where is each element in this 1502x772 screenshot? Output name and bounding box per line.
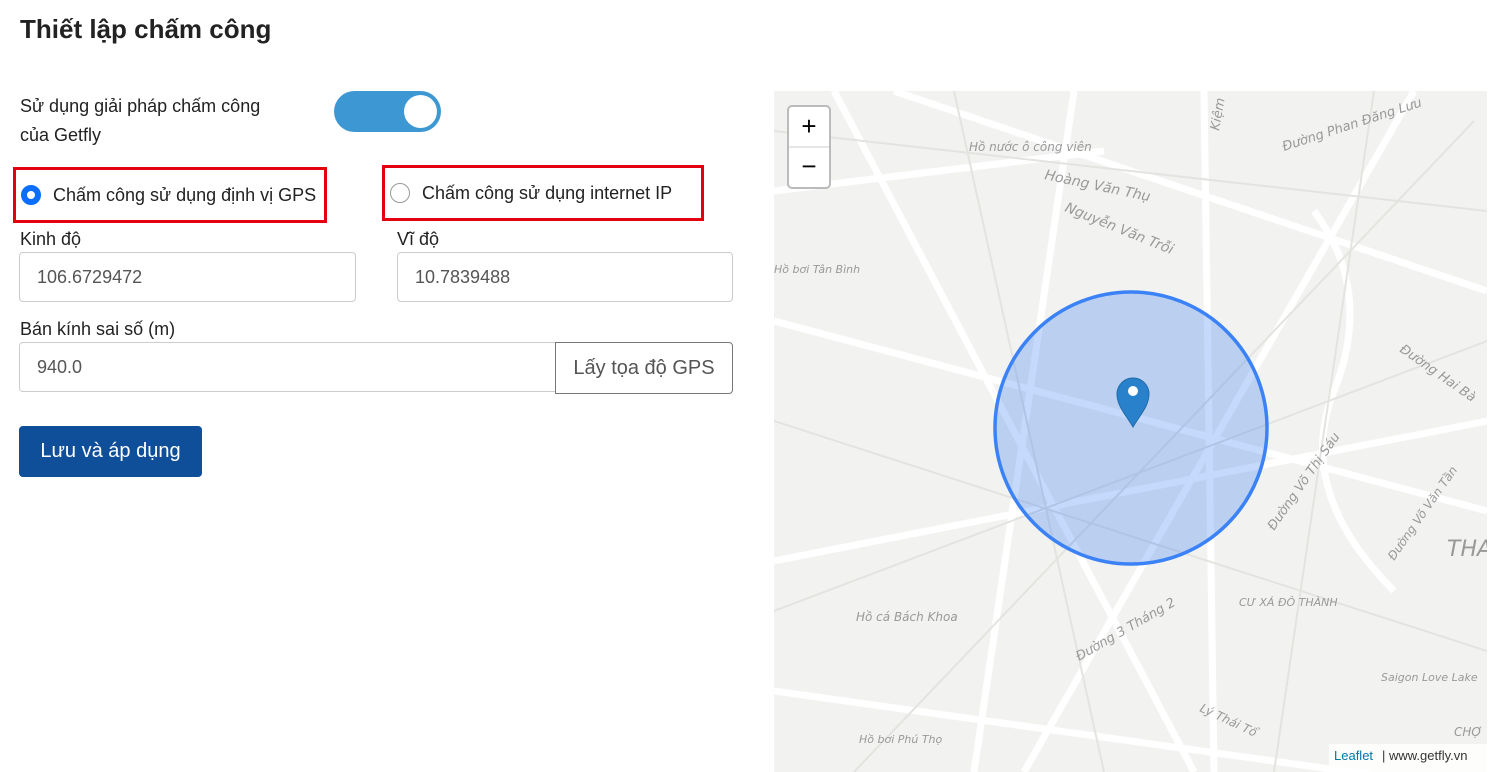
map-label: THA [1447, 537, 1487, 562]
radio-label: Chấm công sử dụng internet IP [422, 182, 673, 203]
gps-button[interactable]: Lấy tọa độ GPS [555, 342, 733, 394]
text-input[interactable]: 940.0 [19, 342, 556, 392]
attribution-text: | www.getfly.vn [1382, 748, 1468, 763]
page-title: Thiết lập chấm công [20, 14, 272, 44]
zoom-in[interactable]: + [801, 111, 816, 141]
field-label: Vĩ độ [397, 229, 440, 249]
toggle-switch[interactable] [334, 91, 441, 132]
marker-dot [1128, 386, 1138, 396]
map-label: Kiệm [1208, 97, 1228, 132]
radius-circle [993, 290, 1269, 566]
radio-option[interactable]: Chấm công sử dụng internet IP [382, 165, 704, 221]
zoom-control: + − [787, 105, 831, 189]
map-label: Saigon Love Lake [1381, 671, 1478, 684]
map-label: Hồ nước ô công viên [969, 140, 1092, 154]
map-roads [774, 91, 1487, 772]
map-label: Hồ cá Bách Khoa [856, 610, 958, 624]
map-marker[interactable] [1116, 377, 1150, 428]
map-label: CHỢ [1454, 725, 1482, 739]
radio-label: Chấm công sử dụng định vị GPS [53, 184, 317, 205]
toggle-knob [404, 95, 437, 128]
zoom-out[interactable]: − [801, 151, 816, 181]
attribution-box [1329, 744, 1487, 772]
map-label: Hồ bơi Phú Thọ [859, 733, 943, 746]
map-label: Hồ bơi Tân Bình [774, 263, 860, 276]
save-button[interactable]: Lưu và áp dụng [19, 426, 202, 477]
radio-option[interactable]: Chấm công sử dụng định vị GPS [13, 167, 327, 223]
text-input[interactable]: 106.6729472 [19, 252, 356, 302]
radio-button[interactable] [21, 185, 41, 205]
toggle-label: Sử dụng giải pháp chấm công của Getfly [20, 96, 261, 145]
radio-button[interactable] [390, 183, 410, 203]
map-label: CƯ XÁ ĐÔ THÀNH [1239, 596, 1338, 609]
map-streets [774, 91, 1487, 772]
text-input[interactable]: 10.7839488 [397, 252, 733, 302]
field-label: Bán kính sai số (m) [20, 319, 176, 339]
attribution-link[interactable]: Leaflet [1334, 748, 1373, 763]
field-label: Kinh độ [20, 229, 82, 249]
